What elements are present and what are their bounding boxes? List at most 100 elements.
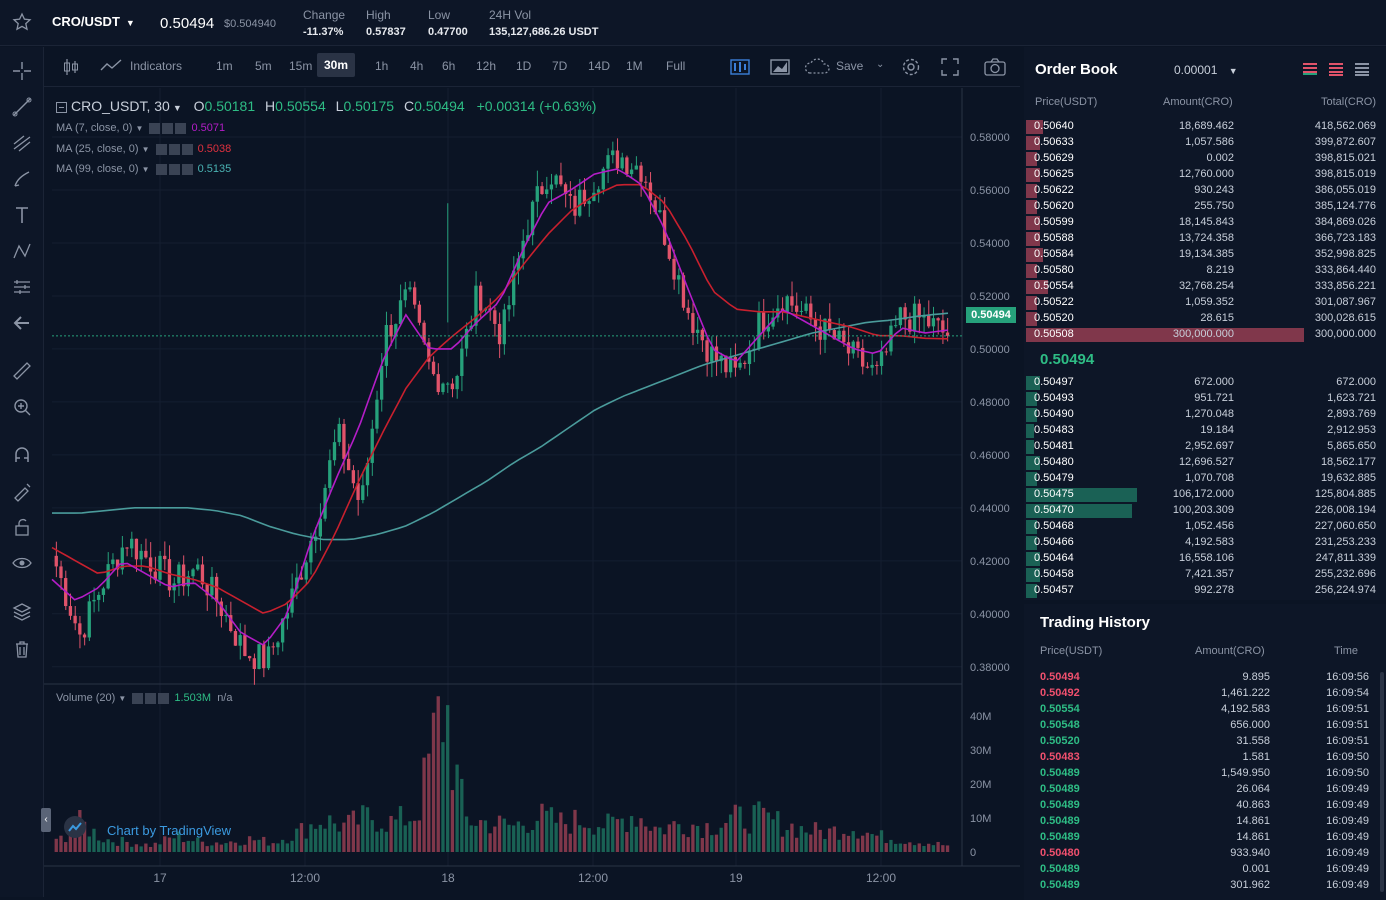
brush-icon[interactable] xyxy=(10,167,34,191)
tradingview-attribution[interactable]: Chart by TradingView xyxy=(107,823,232,838)
interval-1m[interactable]: 1m xyxy=(216,59,233,73)
indicators-button[interactable]: Indicators xyxy=(130,59,183,73)
ask-row[interactable]: 0.50599 18,145.843 384,869.026 xyxy=(1024,215,1386,231)
save-dropdown-icon[interactable]: ⌄ xyxy=(876,59,885,70)
ask-row[interactable]: 0.50508 300,000.000 300,000.000 xyxy=(1024,327,1386,343)
interval-4h[interactable]: 4h xyxy=(410,59,424,73)
pattern-tool-icon[interactable] xyxy=(10,239,34,263)
ask-row[interactable]: 0.50622 930.243 386,055.019 xyxy=(1024,183,1386,199)
crosshair-icon[interactable] xyxy=(10,59,34,83)
save-button[interactable]: Save xyxy=(836,59,864,73)
trade-row[interactable]: 0.50494 9.895 16:09:56 xyxy=(1024,670,1386,686)
trade-row[interactable]: 0.50489 301.962 16:09:49 xyxy=(1024,878,1386,894)
interval-1h[interactable]: 1h xyxy=(375,59,389,73)
cloud-save-icon[interactable] xyxy=(804,57,832,80)
interval-15m[interactable]: 15m xyxy=(289,59,313,73)
candlestick-chart-svg[interactable]: 0.58000 0.56000 0.54000 0.52000 0.50000 0.480… xyxy=(44,88,1020,888)
ask-row[interactable]: 0.50588 13,724.358 366,723.183 xyxy=(1024,231,1386,247)
trade-row[interactable]: 0.50492 1,461.222 16:09:54 xyxy=(1024,686,1386,702)
interval-1d[interactable]: 1D xyxy=(516,59,532,73)
unlock-icon[interactable] xyxy=(10,515,34,539)
interval-14d[interactable]: 14D xyxy=(588,59,611,73)
zoom-in-icon[interactable] xyxy=(10,395,34,419)
back-arrow-icon[interactable] xyxy=(10,311,34,335)
bid-row[interactable]: 0.50480 12,696.527 18,562.177 xyxy=(1024,455,1386,471)
magnet-icon[interactable] xyxy=(10,443,34,467)
bid-row[interactable]: 0.50481 2,952.697 5,865.650 xyxy=(1024,439,1386,455)
candle-type-icon[interactable] xyxy=(62,57,80,80)
interval-12h[interactable]: 12h xyxy=(476,59,497,73)
ask-row[interactable]: 0.50640 18,689.462 418,562.069 xyxy=(1024,119,1386,135)
bids-view-icon[interactable] xyxy=(1354,62,1370,79)
camera-icon[interactable] xyxy=(984,57,1006,80)
asks-view-icon[interactable] xyxy=(1328,62,1344,79)
bid-row[interactable]: 0.50479 1,070.708 19,632.885 xyxy=(1024,471,1386,487)
interval-full[interactable]: Full xyxy=(666,59,686,73)
trade-row[interactable]: 0.50489 26.064 16:09:49 xyxy=(1024,782,1386,798)
trade-row[interactable]: 0.50520 31.558 16:09:51 xyxy=(1024,734,1386,750)
symbol-selector[interactable]: CRO/USDT ▼ xyxy=(52,14,135,29)
bid-row[interactable]: 0.50464 16,558.106 247,811.339 xyxy=(1024,551,1386,567)
legend-caret-icon[interactable]: ▼ xyxy=(172,103,182,113)
bid-row[interactable]: 0.50466 4,192.583 231,253.233 xyxy=(1024,535,1386,551)
trade-row[interactable]: 0.50483 1.581 16:09:50 xyxy=(1024,750,1386,766)
precision-selector[interactable]: 0.00001 ▼ xyxy=(1174,63,1238,77)
trade-row[interactable]: 0.50489 1,549.950 16:09:50 xyxy=(1024,766,1386,782)
layers-icon[interactable] xyxy=(10,599,34,623)
eye-icon[interactable] xyxy=(10,551,34,575)
ma25-legend[interactable]: MA (25, close, 0) ▼ 0.5038 xyxy=(56,143,232,155)
trade-row[interactable]: 0.50489 14.861 16:09:49 xyxy=(1024,814,1386,830)
legend-symbol[interactable]: CRO_USDT, 30 xyxy=(71,98,170,114)
ma7-legend[interactable]: MA (7, close, 0) ▼ 0.5071 xyxy=(56,122,226,134)
indicators-icon[interactable] xyxy=(100,59,122,76)
trash-icon[interactable] xyxy=(10,637,34,661)
volume-legend[interactable]: Volume (20) ▼ 1.503M n/a xyxy=(56,692,233,704)
collapse-panel-handle[interactable]: ‹ xyxy=(41,808,51,832)
interval-5m[interactable]: 5m xyxy=(255,59,272,73)
bid-row[interactable]: 0.50458 7,421.357 255,232.696 xyxy=(1024,567,1386,583)
history-scrollbar[interactable] xyxy=(1380,672,1384,892)
bid-row[interactable]: 0.50475 106,172.000 125,804.885 xyxy=(1024,487,1386,503)
trade-row[interactable]: 0.50480 933.940 16:09:49 xyxy=(1024,846,1386,862)
prediction-tool-icon[interactable] xyxy=(10,275,34,299)
trend-line-icon[interactable] xyxy=(10,95,34,119)
ask-row[interactable]: 0.50633 1,057.586 399,872.607 xyxy=(1024,135,1386,151)
area-chart-icon[interactable] xyxy=(770,57,790,80)
ma99-legend[interactable]: MA (99, close, 0) ▼ 0.5135 xyxy=(56,163,232,175)
bid-row[interactable]: 0.50497 672.000 672.000 xyxy=(1024,375,1386,391)
bar-style-icon[interactable] xyxy=(730,57,750,80)
trade-row[interactable]: 0.50554 4,192.583 16:09:51 xyxy=(1024,702,1386,718)
ask-row[interactable]: 0.50520 28.615 300,028.615 xyxy=(1024,311,1386,327)
bid-row[interactable]: 0.50490 1,270.048 2,893.769 xyxy=(1024,407,1386,423)
interval-1m[interactable]: 1M xyxy=(626,59,643,73)
both-sides-view-icon[interactable] xyxy=(1302,62,1318,79)
bid-row[interactable]: 0.50457 992.278 256,224.974 xyxy=(1024,583,1386,599)
lock-drawing-icon[interactable] xyxy=(10,479,34,503)
interval-6h[interactable]: 6h xyxy=(442,59,456,73)
ask-row[interactable]: 0.50580 8.219 333,864.440 xyxy=(1024,263,1386,279)
collapse-icon[interactable] xyxy=(56,101,67,113)
bid-row[interactable]: 0.50493 951.721 1,623.721 xyxy=(1024,391,1386,407)
text-tool-icon[interactable] xyxy=(10,203,34,227)
price-chart[interactable]: 0.58000 0.56000 0.54000 0.52000 0.50000 0.480… xyxy=(41,88,1020,888)
interval-30m[interactable]: 30m xyxy=(317,53,356,77)
ruler-icon[interactable] xyxy=(10,359,34,383)
fullscreen-icon[interactable] xyxy=(940,57,960,80)
ask-row[interactable]: 0.50584 19,134.385 352,998.825 xyxy=(1024,247,1386,263)
bid-row[interactable]: 0.50483 19.184 2,912.953 xyxy=(1024,423,1386,439)
favorite-star-icon[interactable] xyxy=(12,12,32,35)
fib-tool-icon[interactable] xyxy=(10,131,34,155)
settings-gear-icon[interactable] xyxy=(900,56,922,81)
ask-row[interactable]: 0.50629 0.002 398,815.021 xyxy=(1024,151,1386,167)
trade-row[interactable]: 0.50489 0.001 16:09:49 xyxy=(1024,862,1386,878)
interval-7d[interactable]: 7D xyxy=(552,59,568,73)
bid-row[interactable]: 0.50470 100,203.309 226,008.194 xyxy=(1024,503,1386,519)
ask-row[interactable]: 0.50522 1,059.352 301,087.967 xyxy=(1024,295,1386,311)
ask-row[interactable]: 0.50625 12,760.000 398,815.019 xyxy=(1024,167,1386,183)
ask-row[interactable]: 0.50620 255.750 385,124.776 xyxy=(1024,199,1386,215)
trade-row[interactable]: 0.50489 14.861 16:09:49 xyxy=(1024,830,1386,846)
trade-row[interactable]: 0.50489 40.863 16:09:49 xyxy=(1024,798,1386,814)
bid-row[interactable]: 0.50468 1,052.456 227,060.650 xyxy=(1024,519,1386,535)
ask-row[interactable]: 0.50554 32,768.254 333,856.221 xyxy=(1024,279,1386,295)
trade-row[interactable]: 0.50548 656.000 16:09:51 xyxy=(1024,718,1386,734)
